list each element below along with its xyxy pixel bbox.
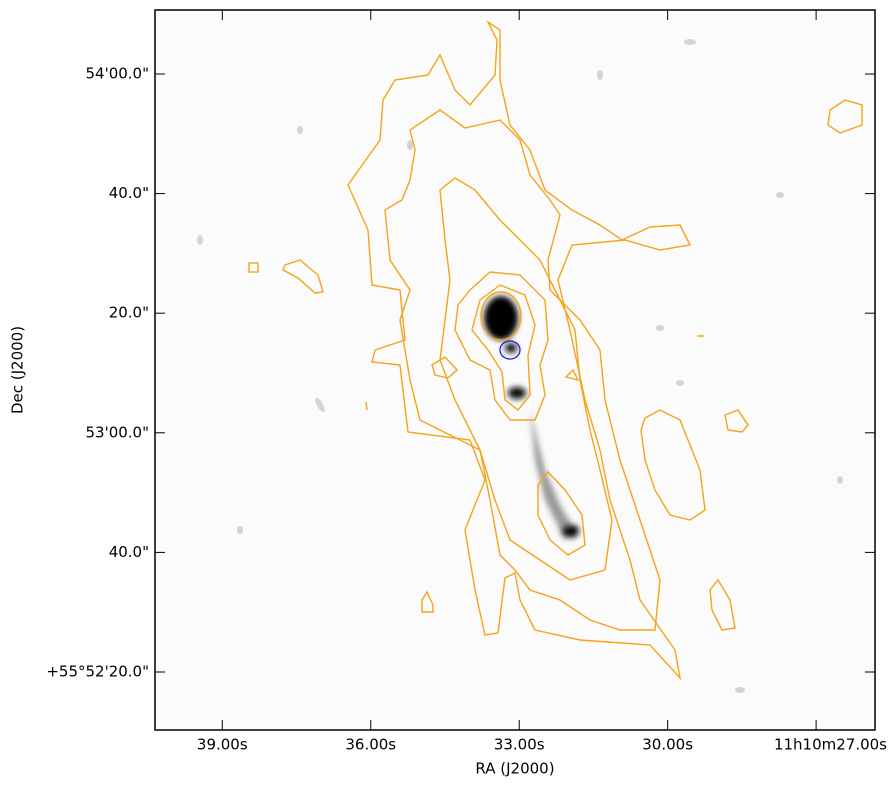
y-tick-label: 40.0" <box>109 184 149 202</box>
y-tick-label: +55°52'20.0" <box>46 662 149 680</box>
x-tick-label: 30.00s <box>642 736 693 754</box>
noise <box>197 39 843 693</box>
image-background <box>155 10 875 730</box>
x-tick-label: 11h10m27.00s <box>774 736 887 754</box>
y-tick-label: 20.0" <box>109 304 149 322</box>
y-tick-label: 40.0" <box>109 543 149 561</box>
x-tick-label: 39.00s <box>197 736 248 754</box>
y-tick-label: 53'00.0" <box>85 423 149 441</box>
x-tick-label: 36.00s <box>345 736 396 754</box>
marker-circle <box>499 340 521 360</box>
sky-image <box>155 10 875 730</box>
y-axis-label: Dec (J2000) <box>9 326 27 414</box>
contours <box>248 19 863 681</box>
source <box>484 296 579 540</box>
x-tick-label: 33.00s <box>494 736 545 754</box>
x-axis-label: RA (J2000) <box>475 760 554 778</box>
y-tick-label: 54'00.0" <box>85 64 149 82</box>
plot-frame <box>154 9 876 731</box>
